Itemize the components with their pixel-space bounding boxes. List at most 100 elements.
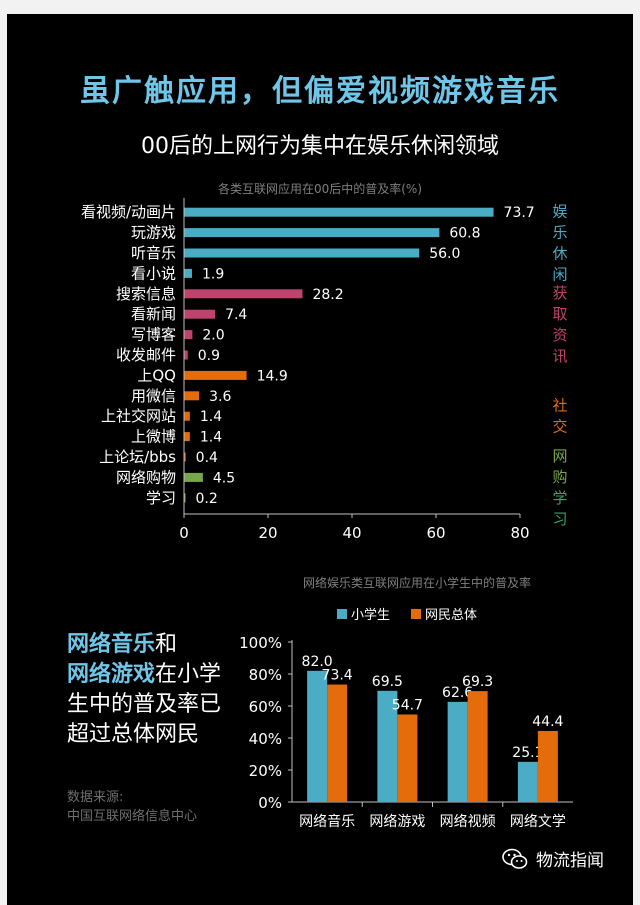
bar xyxy=(184,391,200,401)
pupil-comparison-chart: 小学生 网民总体 0% 20% 40% 60% 80% 100% 82.073.4 网络音乐 69.… xyxy=(239,607,573,830)
brand-name: 物流指闻 xyxy=(536,851,604,871)
brand-watermark: 物流指闻 xyxy=(502,846,604,871)
x-tick-label: 80 xyxy=(510,524,529,539)
x-tick-label: 0 xyxy=(179,524,189,539)
bar-value-label: 25.1 xyxy=(512,745,543,761)
bar-value-label: 73.7 xyxy=(504,205,535,221)
bar xyxy=(184,452,186,462)
x-tick-label: 20 xyxy=(258,524,277,539)
group-label-char: 资 xyxy=(552,326,567,344)
source-label: 数据来源: xyxy=(67,790,124,805)
x-category-label: 网络音乐 xyxy=(299,813,355,830)
y-tick-label: 60% xyxy=(249,698,282,716)
x-category-label: 网络文学 xyxy=(510,814,566,830)
legend-label: 小学生 xyxy=(351,607,390,623)
group-label-char: 闲 xyxy=(552,265,567,283)
category-label: 看小说 xyxy=(131,264,176,282)
y-tick-label: 80% xyxy=(249,666,282,684)
bar xyxy=(184,432,190,442)
category-label: 学习 xyxy=(146,489,176,507)
bar xyxy=(184,493,186,503)
data-source: 数据来源: 中国互联网络信息中心 xyxy=(67,788,267,826)
bar-pupils xyxy=(307,670,328,802)
bar-value-label: 0.2 xyxy=(196,491,218,507)
bar xyxy=(184,248,420,258)
bar-value-label: 0.9 xyxy=(198,348,220,364)
bar-value-label: 2.0 xyxy=(202,328,224,344)
category-label: 用微信 xyxy=(131,387,176,405)
bar-value-label: 54.7 xyxy=(392,697,423,713)
bar-value-label: 1.9 xyxy=(202,266,224,282)
bar-value-label: 69.3 xyxy=(462,674,493,690)
bar-netizens xyxy=(537,730,558,802)
note-text-2: 在小学生中的普及率已超过总体网民 xyxy=(67,662,222,747)
bar xyxy=(184,309,216,319)
group-label-char: 社 xyxy=(552,397,567,415)
bar-value-label: 69.5 xyxy=(372,674,403,690)
category-label: 写博客 xyxy=(131,326,176,344)
group-label-char: 习 xyxy=(552,510,567,528)
category-label: 看新闻 xyxy=(131,305,176,323)
category-label: 听音乐 xyxy=(131,244,176,262)
note-highlight-music: 网络音乐 xyxy=(67,632,156,657)
bar-value-label: 3.6 xyxy=(209,389,231,405)
group-label-char: 交 xyxy=(552,418,567,436)
highlight-note: 网络音乐和网络游戏在小学生中的普及率已超过总体网民 xyxy=(67,630,237,750)
bar-value-label: 82.0 xyxy=(302,654,333,670)
bar-value-label: 1.4 xyxy=(200,409,222,425)
group-label-char: 网 xyxy=(552,447,567,465)
x-category-label: 网络视频 xyxy=(440,814,496,830)
note-text-1: 和 xyxy=(155,632,178,657)
legend-label: 网民总体 xyxy=(425,608,477,623)
bar-value-label: 0.4 xyxy=(196,450,218,466)
bar-netizens xyxy=(467,691,488,802)
bar-value-label: 62.6 xyxy=(442,685,473,701)
x-tick-label: 40 xyxy=(342,524,361,539)
bar xyxy=(184,350,188,360)
bar xyxy=(184,207,494,217)
bar-pupils xyxy=(377,690,398,802)
group-label-char: 休 xyxy=(552,244,567,262)
bar-pupils xyxy=(517,761,538,802)
y-tick-label: 100% xyxy=(239,634,282,652)
category-label: 搜索信息 xyxy=(116,285,176,303)
category-label: 上QQ xyxy=(137,366,176,384)
bar-value-label: 60.8 xyxy=(449,226,480,242)
legend-swatch xyxy=(411,609,421,619)
y-tick-label: 40% xyxy=(249,730,282,748)
bar xyxy=(184,411,190,421)
bar-value-label: 28.2 xyxy=(312,287,343,303)
source-name: 中国互联网络信息中心 xyxy=(67,809,198,824)
infographic-panel: 虽广触应用，但偏爱视频游戏音乐 00后的上网行为集中在娱乐休闲领域 各类互联网应… xyxy=(7,14,633,905)
group-label-char: 取 xyxy=(552,305,567,323)
bar-value-label: 7.4 xyxy=(225,307,247,323)
bar xyxy=(184,289,303,299)
bar xyxy=(184,228,440,238)
bar xyxy=(184,370,247,380)
group-label-char: 购 xyxy=(552,468,567,486)
bar xyxy=(184,268,192,278)
category-label: 看视频/动画片 xyxy=(81,203,176,221)
bar-value-label: 56.0 xyxy=(429,246,460,262)
group-label-char: 讯 xyxy=(552,347,567,365)
y-tick-label: 20% xyxy=(249,762,282,780)
bar-netizens xyxy=(327,684,348,802)
page-subtitle: 00后的上网行为集中在娱乐休闲领域 xyxy=(141,134,499,159)
x-category-label: 网络游戏 xyxy=(369,814,425,830)
usage-bar-chart: 看视频/动画片 73.7 玩游戏 60.8 听音乐 56.0 看小说 1.9 搜索信息 28.2 看… xyxy=(81,198,568,539)
group-label-char: 获 xyxy=(552,284,567,302)
y-tick-label: 0% xyxy=(258,794,282,812)
chart1-title: 各类互联网应用在00后中的普及率(%) xyxy=(217,182,423,196)
category-label: 收发邮件 xyxy=(116,346,176,364)
bar-value-label: 44.4 xyxy=(532,714,563,730)
bar xyxy=(184,472,203,482)
category-label: 网络购物 xyxy=(116,468,176,486)
x-tick-label: 60 xyxy=(426,524,445,539)
bar-value-label: 14.9 xyxy=(257,368,288,384)
note-highlight-game: 网络游戏 xyxy=(67,662,156,687)
category-label: 上微博 xyxy=(131,428,176,446)
bar-pupils xyxy=(447,701,468,802)
chart2-title: 网络娱乐类互联网应用在小学生中的普及率 xyxy=(302,576,531,590)
page-title: 虽广触应用，但偏爱视频游戏音乐 xyxy=(80,74,560,109)
category-label: 上社交网站 xyxy=(101,407,176,425)
